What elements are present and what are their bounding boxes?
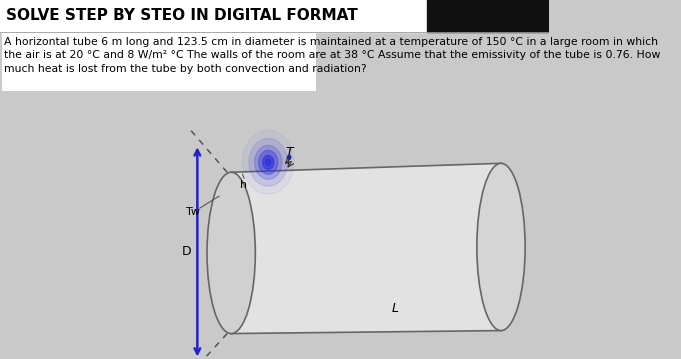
Bar	[1, 33, 316, 90]
Text: Tw: Tw	[187, 207, 200, 217]
Circle shape	[287, 155, 291, 159]
Text: h: h	[240, 180, 247, 190]
Ellipse shape	[477, 163, 525, 331]
Circle shape	[259, 150, 278, 174]
Polygon shape	[231, 163, 501, 334]
Text: D: D	[181, 246, 191, 258]
Text: SOLVE STEP BY STEO IN DIGITAL FORMAT: SOLVE STEP BY STEO IN DIGITAL FORMAT	[6, 8, 358, 23]
Circle shape	[266, 159, 270, 165]
Circle shape	[249, 139, 287, 186]
Bar	[0, 0, 427, 32]
Text: T: T	[286, 146, 294, 159]
Text: A horizontal tube 6 m long and 123.5 cm in diameter is maintained at a temperatu: A horizontal tube 6 m long and 123.5 cm …	[4, 37, 661, 74]
Bar	[427, 0, 548, 32]
Circle shape	[255, 145, 282, 179]
Circle shape	[263, 155, 274, 169]
Ellipse shape	[207, 172, 255, 334]
Text: L: L	[391, 302, 398, 315]
Circle shape	[242, 130, 294, 194]
